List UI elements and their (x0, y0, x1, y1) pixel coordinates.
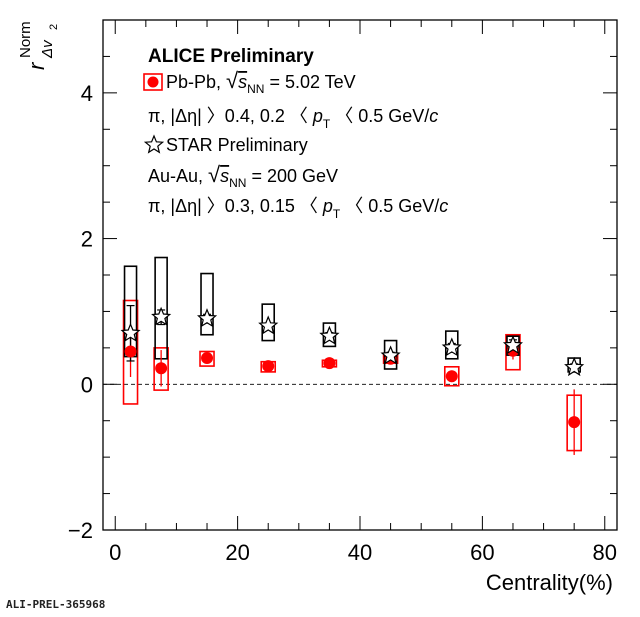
star-point (441, 337, 462, 357)
x-tick-label: 20 (225, 540, 249, 565)
pbpb-point (124, 345, 137, 358)
pbpb-sys-box (505, 333, 521, 371)
pbpb-sys-box (199, 350, 215, 367)
y-tick-label: −2 (68, 518, 93, 543)
x-tick-label: 0 (109, 540, 121, 565)
data-markers (120, 306, 585, 429)
star-sys-box (261, 303, 276, 342)
svg-text:r: r (24, 61, 49, 70)
pbpb-sys-box (443, 365, 460, 387)
legend-pbpb-label: Pb-Pb, √sNN = 5.02 TeV (166, 68, 356, 96)
legend-auau-label: Au-Au, √sNN = 200 GeV (148, 162, 338, 190)
pbpb-sys-box (122, 299, 139, 405)
star-point (120, 322, 141, 342)
star-point (380, 345, 401, 365)
y-axis-title-main: r (24, 61, 49, 70)
y-axis-title-sup: Norm (17, 21, 34, 58)
y-tick-label: 4 (81, 81, 93, 106)
svg-text:Δv: Δv (39, 39, 56, 59)
legend-pbpb-box (143, 73, 163, 91)
legend-pbpb-cuts: π, |Δη| 〉0.4, 0.2 〈 pT 〈 0.5 GeV/c (148, 106, 438, 131)
pbpb-point (445, 370, 458, 383)
axis-ticks: 0 20 40 60 80 −2 0 2 4 (68, 19, 617, 565)
legend-star-marker (143, 134, 165, 154)
y-axis-title-sub: Δv (39, 39, 56, 59)
pbpb-point (323, 357, 336, 370)
star-point (502, 335, 523, 355)
star-point (564, 356, 585, 377)
legend-title: ALICE Preliminary (148, 46, 314, 67)
star-point (197, 308, 218, 328)
y-tick-label: 2 (81, 227, 93, 252)
legend: ALICE Preliminary Pb-Pb, √sNN = 5.02 TeV… (143, 46, 448, 221)
svg-text:Norm: Norm (17, 21, 34, 58)
x-tick-label: 80 (593, 540, 617, 565)
svg-text:2: 2 (48, 24, 60, 30)
star-point (319, 325, 340, 345)
footer-id: ALI-PREL-365968 (6, 598, 106, 611)
star-point (151, 306, 172, 326)
pbpb-point (568, 416, 581, 429)
plot-frame (102, 19, 618, 531)
plot-area-border (102, 19, 618, 531)
star-point (258, 315, 279, 335)
pbpb-sys-box (153, 347, 169, 391)
y-tick-label: 0 (81, 372, 93, 397)
pbpb-point (201, 352, 214, 365)
star-sys-box (200, 272, 214, 336)
x-tick-label: 60 (470, 540, 494, 565)
legend-pbpb-marker (147, 76, 159, 88)
stat-error-bars (126, 305, 579, 455)
legend-star-label: STAR Preliminary (166, 135, 308, 155)
legend-star-cuts: π, |Δη| 〉0.3, 0.15 〈 pT 〈 0.5 GeV/c (148, 196, 448, 221)
x-tick-label: 40 (348, 540, 372, 565)
pbpb-point (262, 360, 275, 373)
y-axis-title: r Norm Δv 2 (17, 21, 60, 70)
x-axis-title: Centrality(%) (486, 570, 613, 595)
y-axis-title-sub2: 2 (48, 24, 60, 30)
pbpb-point (155, 362, 168, 375)
